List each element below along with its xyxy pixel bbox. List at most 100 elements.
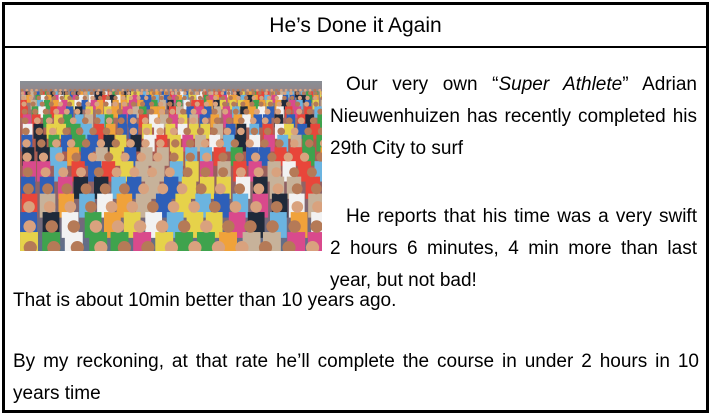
texture bbox=[213, 101, 218, 106]
texture bbox=[213, 96, 217, 100]
texture bbox=[286, 117, 293, 124]
texture bbox=[121, 96, 125, 100]
texture bbox=[45, 89, 48, 92]
texture bbox=[32, 109, 38, 115]
texture bbox=[302, 92, 306, 96]
texture bbox=[308, 92, 312, 96]
texture bbox=[200, 220, 212, 232]
texture bbox=[137, 152, 146, 161]
texture bbox=[171, 92, 175, 96]
texture bbox=[184, 89, 187, 92]
texture bbox=[89, 128, 97, 136]
texture bbox=[254, 109, 260, 115]
texture bbox=[112, 139, 120, 147]
article-title: He’s Done it Again bbox=[5, 5, 706, 48]
texture bbox=[122, 101, 127, 106]
texture bbox=[214, 92, 218, 96]
texture bbox=[246, 139, 254, 147]
texture bbox=[260, 139, 268, 147]
texture bbox=[112, 167, 122, 177]
texture bbox=[176, 101, 181, 106]
texture bbox=[23, 152, 32, 161]
texture bbox=[117, 89, 120, 92]
texture bbox=[266, 89, 269, 92]
texture bbox=[222, 220, 234, 232]
texture bbox=[90, 96, 94, 100]
emphasis: Super Athlete bbox=[498, 74, 622, 95]
texture bbox=[78, 89, 81, 92]
texture bbox=[44, 201, 56, 213]
crowd-photo bbox=[20, 81, 322, 251]
texture bbox=[131, 101, 136, 106]
texture bbox=[186, 139, 194, 147]
texture bbox=[71, 92, 75, 96]
texture bbox=[290, 96, 294, 100]
texture bbox=[33, 92, 37, 96]
texture bbox=[93, 89, 96, 92]
texture bbox=[237, 128, 245, 136]
texture bbox=[169, 152, 178, 161]
texture bbox=[23, 167, 33, 177]
texture bbox=[275, 109, 281, 115]
texture bbox=[202, 152, 211, 161]
texture bbox=[221, 92, 225, 96]
paragraph: Our very own “Super Athlete” Adrian Nieu… bbox=[330, 69, 697, 165]
texture bbox=[88, 89, 91, 92]
texture bbox=[309, 89, 312, 92]
texture bbox=[102, 92, 106, 96]
texture bbox=[157, 183, 168, 194]
texture bbox=[182, 96, 186, 100]
texture bbox=[215, 183, 226, 194]
texture bbox=[266, 220, 278, 232]
texture bbox=[283, 92, 287, 96]
texture bbox=[275, 96, 279, 100]
texture bbox=[54, 89, 57, 92]
texture bbox=[313, 96, 317, 100]
texture bbox=[142, 117, 149, 124]
texture bbox=[21, 89, 24, 92]
texture bbox=[285, 89, 288, 92]
texture bbox=[229, 96, 233, 100]
texture bbox=[50, 89, 53, 92]
texture bbox=[253, 183, 264, 194]
texture bbox=[22, 139, 30, 147]
texture bbox=[134, 220, 146, 232]
texture bbox=[174, 89, 177, 92]
texture bbox=[270, 89, 273, 92]
texture bbox=[222, 109, 228, 115]
texture bbox=[311, 183, 322, 194]
texture bbox=[318, 89, 321, 92]
texture bbox=[141, 89, 144, 92]
texture bbox=[85, 109, 91, 115]
texture bbox=[82, 139, 90, 147]
texture bbox=[22, 117, 29, 124]
texture bbox=[127, 109, 133, 115]
texture bbox=[82, 117, 89, 124]
texture bbox=[60, 96, 64, 100]
texture bbox=[35, 89, 38, 92]
texture bbox=[83, 96, 87, 100]
texture bbox=[264, 92, 268, 96]
texture bbox=[307, 167, 317, 177]
texture bbox=[244, 96, 248, 100]
texture bbox=[258, 92, 262, 96]
texture bbox=[129, 167, 139, 177]
texture bbox=[233, 109, 239, 115]
texture bbox=[267, 152, 276, 161]
texture bbox=[196, 183, 207, 194]
texture bbox=[227, 92, 231, 96]
texture bbox=[290, 139, 298, 147]
texture bbox=[277, 101, 282, 106]
texture bbox=[218, 167, 228, 177]
texture bbox=[171, 139, 179, 147]
texture bbox=[42, 183, 53, 194]
texture bbox=[140, 101, 145, 106]
texture bbox=[284, 152, 293, 161]
texture bbox=[314, 92, 318, 96]
texture bbox=[67, 139, 75, 147]
texture bbox=[126, 89, 129, 92]
texture bbox=[224, 128, 232, 136]
texture bbox=[201, 139, 209, 147]
texture bbox=[186, 101, 191, 106]
texture bbox=[242, 89, 245, 92]
